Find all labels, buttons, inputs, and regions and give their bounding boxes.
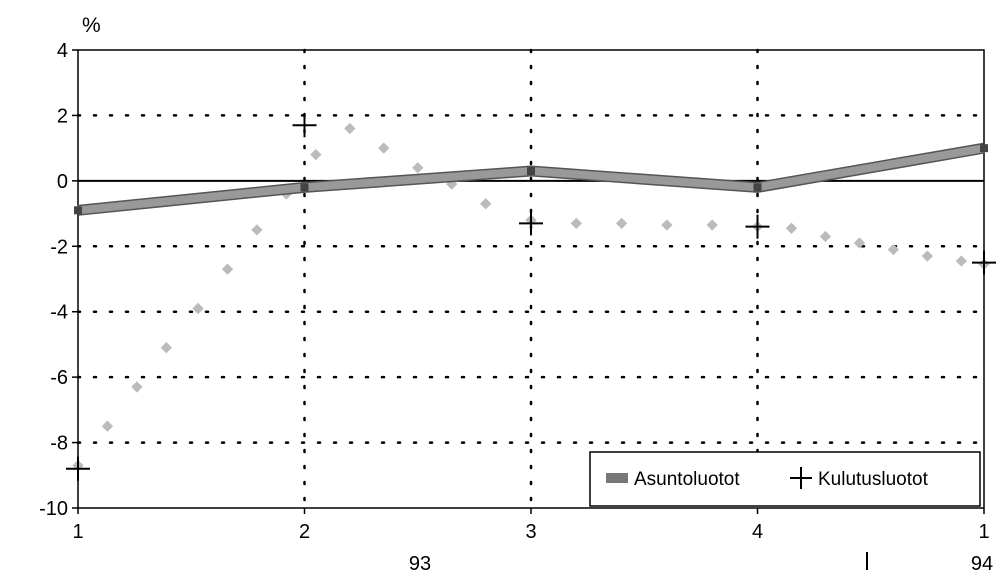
legend-box	[589, 451, 981, 507]
legend-marker-kulutusluotot	[790, 467, 812, 489]
legend-label-asuntoluotot: Asuntoluotot	[634, 469, 740, 490]
trend-point	[921, 250, 934, 262]
kulutusluotot-point	[519, 211, 543, 236]
y-tick-label: -10	[39, 498, 68, 520]
asuntoluotot-point	[300, 183, 309, 192]
trend-point	[955, 255, 968, 267]
asuntoluotot-point	[753, 183, 762, 192]
legend-swatch-asuntoluotot	[606, 473, 628, 483]
y-tick-label: -4	[50, 302, 68, 324]
x-tick-label: 1	[72, 521, 83, 543]
trend-point	[310, 149, 322, 161]
trend-point	[221, 263, 234, 275]
trend-point	[785, 222, 798, 234]
trend-point	[570, 217, 582, 230]
x-year-label-93: 93	[409, 553, 431, 575]
trend-point	[160, 342, 172, 354]
trend-point	[192, 302, 204, 315]
x-tick-label: 4	[752, 521, 763, 543]
series-asuntoluotot	[74, 142, 988, 216]
kulutusluotot-point	[292, 113, 317, 138]
x-axis-ticks: 1 2 3 4 1	[72, 508, 990, 543]
trend-point	[706, 219, 718, 231]
trend-point	[819, 230, 832, 243]
trend-point	[661, 219, 673, 231]
y-tick-label: -8	[50, 433, 68, 455]
x-tick-label: 1	[978, 521, 989, 543]
grid	[76, 48, 986, 510]
x-year-label-94: 94	[971, 553, 993, 575]
y-unit-label: %	[82, 14, 101, 37]
y-tick-label: 0	[57, 171, 68, 193]
trend-point	[853, 237, 866, 249]
y-tick-label: -2	[50, 236, 68, 258]
asuntoluotot-point	[74, 206, 82, 215]
trend-point	[480, 198, 492, 210]
trend-point	[412, 162, 424, 174]
trend-point	[378, 142, 390, 154]
series-kulutusluotot	[66, 113, 996, 481]
kulutusluotot-point	[972, 250, 996, 275]
kulutusluotot-point	[745, 214, 770, 239]
y-tick-label: -6	[50, 367, 68, 389]
legend: Asuntoluotot Kulutusluotot	[589, 451, 981, 507]
y-tick-label: 2	[57, 105, 68, 127]
x-tick-label: 2	[299, 521, 310, 543]
asuntoluotot-point	[980, 144, 988, 153]
kulutusluotot-point	[66, 456, 90, 481]
trend-point	[344, 122, 356, 135]
y-tick-label: 4	[57, 40, 68, 62]
legend-label-kulutusluotot: Kulutusluotot	[818, 469, 929, 490]
trend-point	[615, 217, 628, 230]
x-tick-label: 3	[525, 521, 536, 543]
trend-point	[251, 224, 263, 236]
plot-frame	[77, 49, 985, 509]
trend-point	[131, 381, 143, 393]
y-axis-ticks: 4 2 0 -2 -4 -6 -8 -10	[39, 40, 78, 520]
trend-point	[887, 243, 900, 256]
trend-point	[101, 420, 114, 432]
asuntoluotot-point	[527, 167, 535, 176]
